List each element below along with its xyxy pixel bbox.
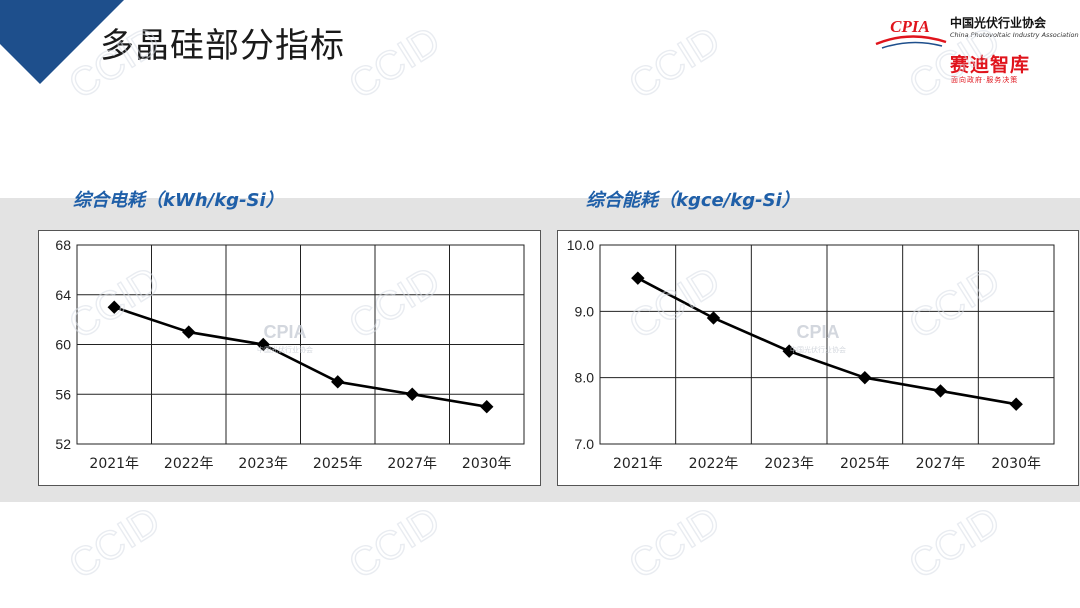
y-tick-label: 7.0 (575, 436, 595, 452)
data-point (405, 387, 419, 401)
chart-1-container: 52 56 60 64 68 2021年 2022年 2023年 2025年 2027年 2030年 (38, 230, 541, 486)
x-tick-label: 2030年 (991, 456, 1041, 472)
x-tick-label: 2023年 (238, 456, 288, 472)
data-point (782, 344, 796, 358)
x-tick-label: 2021年 (613, 456, 663, 472)
cpia-name: 中国光伏行业协会 (950, 16, 1047, 30)
data-point (256, 337, 270, 352)
y-tick-label: 8.0 (575, 370, 595, 386)
chart-1-title: 综合电耗（kWh/kg-Si） (73, 190, 284, 211)
data-point (182, 325, 196, 339)
watermark-text: CCID (621, 19, 727, 108)
watermark-text: CCID (621, 499, 727, 588)
data-point (331, 375, 345, 389)
y-tick-label: 60 (55, 337, 71, 353)
cpia-logo: CPIA (875, 17, 947, 49)
x-tick-label: 2025年 (840, 456, 890, 472)
corner-decoration (0, 0, 124, 84)
x-tick-label: 2027年 (916, 456, 966, 472)
x-tick-label: 2030年 (462, 456, 512, 472)
chart-1-svg: 52 56 60 64 68 2021年 2022年 2023年 2025年 2027年 2030年 (55, 237, 525, 472)
watermark-text: CCID (901, 499, 1007, 588)
x-tick-label: 2022年 (164, 456, 214, 472)
series-line (637, 277, 1017, 406)
chart-2-container: 7.0 8.0 9.0 10.0 2021年 2022年 2023年 2025年 2027年 20… (557, 230, 1079, 486)
x-tick-label: 2025年 (313, 456, 363, 472)
y-tick-label: 56 (55, 386, 71, 402)
watermark-text: CCID (341, 499, 447, 588)
data-point (107, 300, 121, 314)
data-point (631, 271, 645, 285)
chart-2-svg: 7.0 8.0 9.0 10.0 2021年 2022年 2023年 2025年 2027年 20… (567, 237, 1055, 472)
data-point (933, 384, 948, 398)
series-line (113, 305, 487, 408)
data-point (706, 311, 721, 325)
cpia-logo-text: CPIA (890, 17, 930, 36)
y-tick-label: 10.0 (567, 237, 594, 253)
cpia-english-name: China Photovoltaic Industry Association (950, 31, 1079, 39)
y-tick-label: 68 (55, 237, 71, 253)
page-title: 多晶硅部分指标 (100, 26, 345, 66)
x-tick-label: 2021年 (89, 456, 139, 472)
x-tick-label: 2027年 (387, 456, 437, 472)
y-tick-label: 52 (55, 436, 71, 452)
data-point (858, 370, 872, 385)
x-tick-label: 2022年 (689, 456, 739, 472)
ccid-name: 赛迪智库 (950, 54, 1031, 76)
watermark-text: CCID (61, 499, 167, 588)
data-point (480, 399, 494, 414)
y-tick-label: 64 (55, 287, 71, 303)
chart-2-title: 综合能耗（kgce/kg-Si） (586, 190, 800, 211)
x-tick-label: 2023年 (764, 456, 814, 472)
y-tick-label: 9.0 (575, 303, 595, 319)
watermark-text: CCID (341, 19, 447, 108)
ccid-slogan: 面向政府·服务决策 (951, 76, 1019, 84)
data-point (1009, 397, 1023, 411)
